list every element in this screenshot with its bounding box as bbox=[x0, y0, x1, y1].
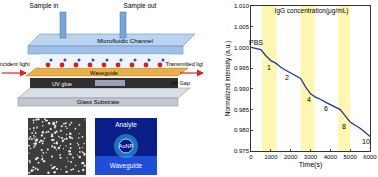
svg-text:AuNP: AuNP bbox=[119, 143, 134, 149]
svg-text:5000: 5000 bbox=[343, 154, 357, 160]
svg-text:4000: 4000 bbox=[324, 154, 338, 160]
svg-text:Sample in: Sample in bbox=[30, 2, 59, 10]
svg-text:0.990: 0.990 bbox=[234, 86, 250, 92]
svg-text:Time(s): Time(s) bbox=[299, 161, 322, 169]
svg-text:10: 10 bbox=[362, 138, 370, 145]
svg-text:Microfluidic Channel: Microfluidic Channel bbox=[97, 37, 153, 44]
svg-text:1: 1 bbox=[267, 64, 271, 71]
svg-text:Glass Substrate: Glass Substrate bbox=[77, 99, 120, 105]
svg-text:Waveguide: Waveguide bbox=[90, 70, 118, 76]
svg-text:0.975: 0.975 bbox=[234, 148, 250, 154]
svg-text:PBS: PBS bbox=[249, 39, 263, 46]
svg-text:Air Gap: Air Gap bbox=[171, 80, 190, 86]
svg-text:6000: 6000 bbox=[363, 154, 377, 160]
svg-text:1.010: 1.010 bbox=[234, 3, 250, 9]
svg-text:0: 0 bbox=[249, 154, 253, 160]
svg-text:0.985: 0.985 bbox=[234, 107, 250, 113]
svg-text:0.980: 0.980 bbox=[234, 127, 250, 133]
svg-text:6: 6 bbox=[324, 105, 328, 112]
svg-text:8: 8 bbox=[342, 123, 346, 130]
svg-text:IgG concentration(μg/mL): IgG concentration(μg/mL) bbox=[275, 7, 349, 15]
svg-text:2: 2 bbox=[285, 74, 289, 81]
svg-text:Analyte: Analyte bbox=[115, 121, 137, 129]
svg-text:UV glue: UV glue bbox=[52, 81, 72, 87]
svg-text:Transmitted light: Transmitted light bbox=[165, 61, 205, 67]
svg-text:Incident light: Incident light bbox=[0, 61, 30, 67]
svg-text:3000: 3000 bbox=[304, 154, 318, 160]
svg-text:Waveguide: Waveguide bbox=[110, 162, 143, 170]
svg-text:Sample out: Sample out bbox=[124, 2, 157, 10]
svg-text:1000: 1000 bbox=[264, 154, 278, 160]
svg-text:1.005: 1.005 bbox=[234, 24, 250, 30]
svg-text:Normalized intensity (a.u.): Normalized intensity (a.u.) bbox=[224, 41, 232, 117]
svg-text:2000: 2000 bbox=[284, 154, 298, 160]
svg-text:4: 4 bbox=[307, 96, 311, 103]
svg-text:1.000: 1.000 bbox=[234, 45, 250, 51]
svg-text:0.995: 0.995 bbox=[234, 65, 250, 71]
